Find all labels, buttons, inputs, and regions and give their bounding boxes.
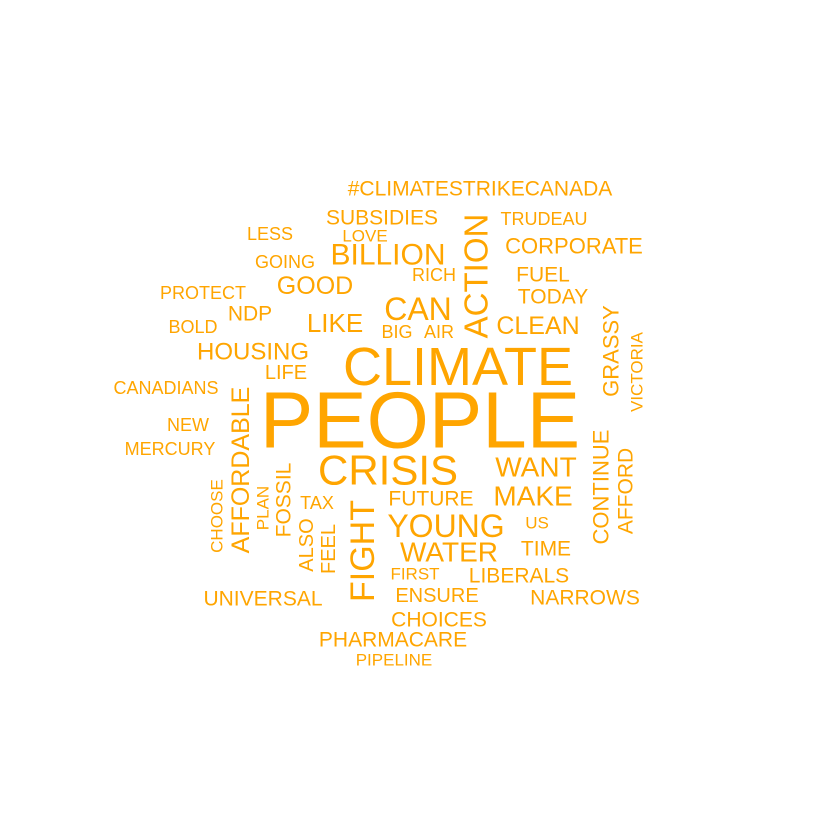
word-good: GOOD [277, 272, 353, 300]
word-subsidies: SUBSIDIES [326, 207, 438, 230]
word-us: US [525, 514, 549, 533]
word-people: PEOPLE [260, 376, 580, 465]
word-narrows: NARROWS [530, 587, 640, 610]
word-canadians: CANADIANS [113, 378, 218, 398]
word-climate: CLIMATE [343, 337, 573, 397]
word-want: WANT [495, 452, 576, 483]
word-rich: RICH [412, 265, 456, 285]
word-crisis: CRISIS [318, 447, 458, 494]
word-new: NEW [167, 415, 209, 435]
word-young: YOUNG [387, 508, 504, 544]
word-water: WATER [400, 537, 498, 568]
word-life: LIFE [265, 362, 307, 384]
word-first: FIRST [390, 565, 439, 584]
word-today: TODAY [518, 286, 588, 309]
word-choices: CHOICES [391, 609, 487, 632]
word-bold: BOLD [168, 317, 217, 337]
word-make: MAKE [493, 481, 572, 512]
word-big: BIG [381, 322, 412, 342]
word-future: FUTURE [388, 488, 473, 511]
word-climatestrikecanada: #CLIMATESTRIKECANADA [348, 178, 613, 201]
word-universal: UNIVERSAL [203, 588, 322, 611]
word-plan: PLAN [254, 486, 273, 530]
word-ensure: ENSURE [395, 585, 478, 607]
word-liberals: LIBERALS [469, 565, 569, 588]
word-mercury: MERCURY [125, 439, 216, 459]
word-love: LOVE [342, 227, 387, 246]
word-pipeline: PIPELINE [356, 651, 433, 670]
word-fight: FIGHT [344, 500, 382, 602]
word-housing: HOUSING [197, 339, 309, 366]
word-protect: PROTECT [160, 283, 246, 303]
word-affordable: AFFORDABLE [227, 387, 255, 554]
word-can: CAN [384, 291, 452, 327]
word-feel: FEEL [318, 524, 340, 574]
word-like: LIKE [307, 308, 363, 338]
word-action: ACTION [458, 214, 495, 339]
word-tax: TAX [300, 493, 334, 513]
word-billion: BILLION [330, 239, 445, 272]
word-afford: AFFORD [615, 448, 638, 534]
word-trudeau: TRUDEAU [500, 209, 587, 229]
word-pharmacare: PHARMACARE [319, 629, 467, 652]
word-ndp: NDP [228, 303, 272, 326]
word-corporate: CORPORATE [505, 234, 643, 259]
word-going: GOING [255, 252, 315, 272]
word-fuel: FUEL [516, 264, 570, 287]
word-grassy: GRASSY [599, 305, 624, 397]
word-time: TIME [521, 538, 571, 561]
word-clean: CLEAN [496, 312, 579, 340]
word-continue: CONTINUE [589, 430, 614, 545]
word-less: LESS [247, 224, 293, 244]
word-fossil: FOSSIL [273, 463, 296, 538]
word-victoria: VICTORIA [628, 331, 647, 412]
word-air: AIR [424, 322, 454, 342]
word-also: ALSO [296, 518, 318, 571]
word-choose: CHOOSE [208, 479, 227, 553]
